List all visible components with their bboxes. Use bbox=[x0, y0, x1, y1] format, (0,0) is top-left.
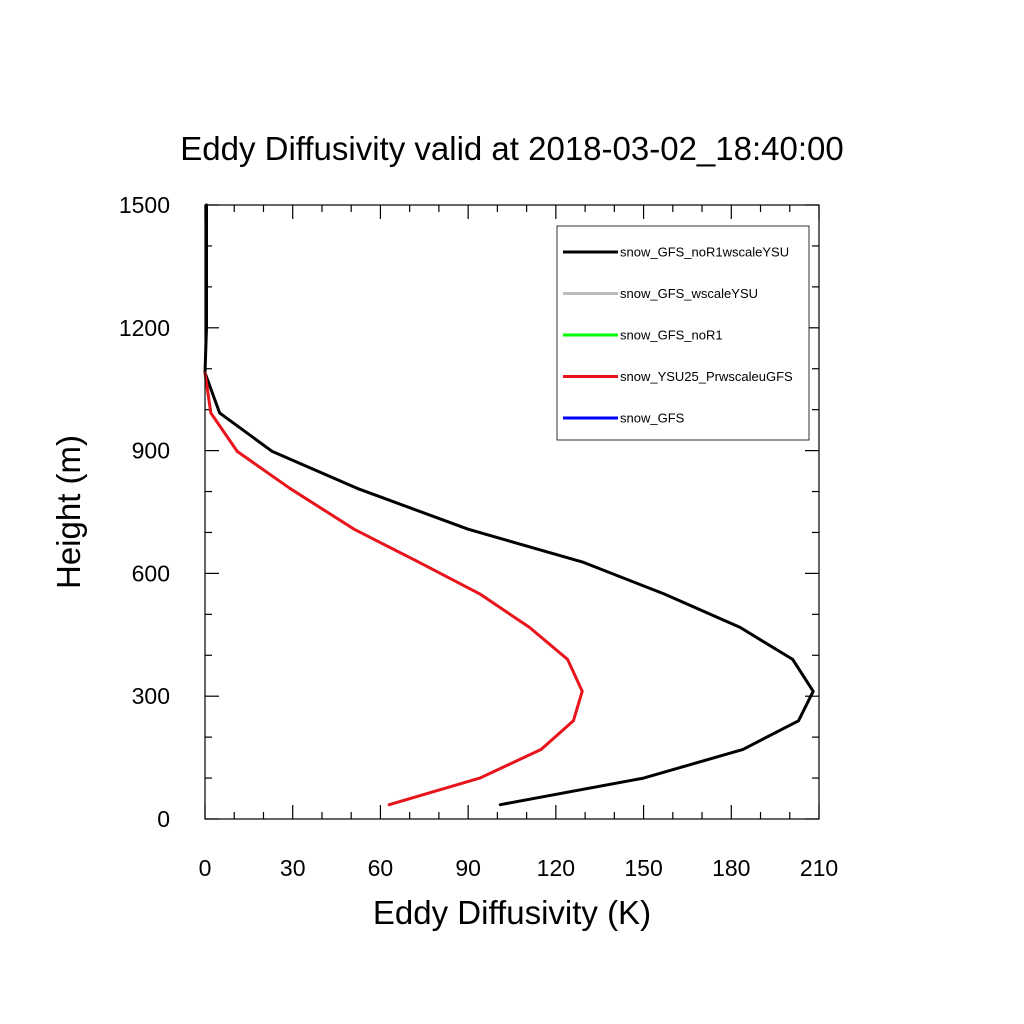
legend-label: snow_GFS_noR1wscaleYSU bbox=[620, 245, 789, 260]
legend-label: snow_GFS bbox=[620, 411, 685, 426]
x-axis-label: Eddy Diffusivity (K) bbox=[373, 894, 651, 931]
legend-box bbox=[556, 225, 810, 441]
plot-frame bbox=[204, 204, 820, 820]
x-tick-label: 60 bbox=[368, 855, 394, 881]
legend-label: snow_YSU25_PrwscaleuGFS bbox=[620, 369, 793, 384]
legend-label: snow_GFS_wscaleYSU bbox=[620, 286, 758, 301]
y-tick-label: 900 bbox=[132, 438, 170, 464]
series-line-0 bbox=[203, 203, 815, 807]
x-tick-label: 210 bbox=[800, 855, 838, 881]
y-tick-label: 600 bbox=[132, 560, 170, 586]
x-tick-label: 150 bbox=[624, 855, 662, 881]
x-tick-label: 30 bbox=[280, 855, 306, 881]
y-tick-label: 1500 bbox=[119, 192, 170, 218]
legend-label: snow_GFS_noR1 bbox=[620, 328, 723, 343]
x-tick-label: 180 bbox=[712, 855, 750, 881]
y-tick-label: 300 bbox=[132, 683, 170, 709]
x-tick-label: 90 bbox=[455, 855, 481, 881]
legend: snow_GFS_noR1wscaleYSU snow_GFS_wscaleYSU… bbox=[556, 225, 810, 441]
chart-title: Eddy Diffusivity valid at 2018-03-02_18:… bbox=[180, 130, 843, 167]
tick-marks bbox=[204, 204, 820, 820]
y-axis-label: Height (m) bbox=[50, 435, 87, 589]
x-tick-label: 120 bbox=[537, 855, 575, 881]
y-tick-label: 1200 bbox=[119, 315, 170, 341]
series-line-3 bbox=[203, 371, 584, 807]
x-tick-label: 0 bbox=[199, 855, 212, 881]
series-lines bbox=[203, 203, 815, 807]
y-tick-label: 0 bbox=[157, 806, 170, 832]
tick-labels: 0 30 60 90 120 150 180 210 0 300 600 900 1200 1500 bbox=[119, 192, 838, 881]
